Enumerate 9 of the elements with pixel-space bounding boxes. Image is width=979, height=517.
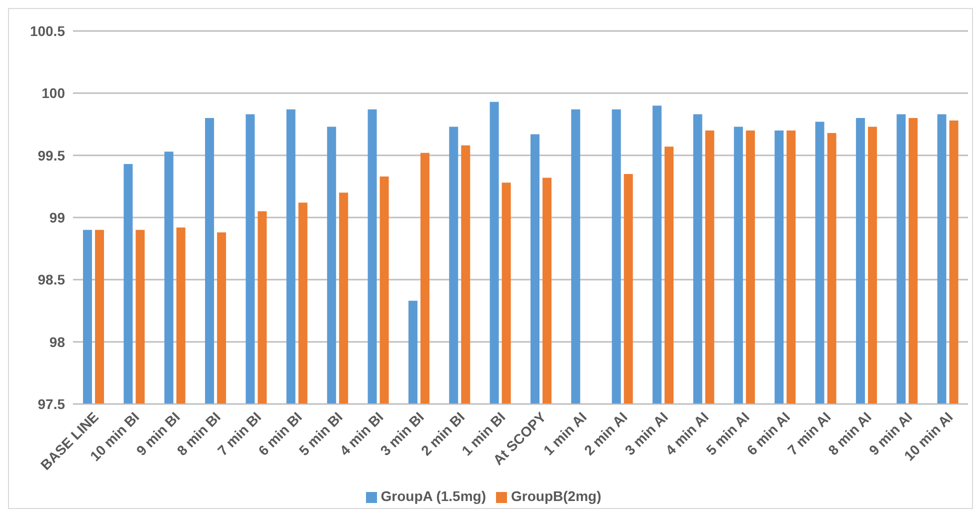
legend-label: GroupA (1.5mg) bbox=[380, 488, 486, 504]
y-tick-label: 100 bbox=[42, 85, 66, 102]
y-tick-label: 98 bbox=[49, 334, 66, 350]
y-tick-label: 100.5 bbox=[30, 22, 66, 39]
y-tick-label: 99.5 bbox=[38, 147, 66, 164]
y-tick-label: 98.5 bbox=[38, 272, 66, 288]
legend-label: GroupB(2mg) bbox=[511, 488, 602, 504]
y-tick-label: 99 bbox=[49, 209, 66, 226]
y-tick-label: 97.5 bbox=[38, 396, 66, 412]
